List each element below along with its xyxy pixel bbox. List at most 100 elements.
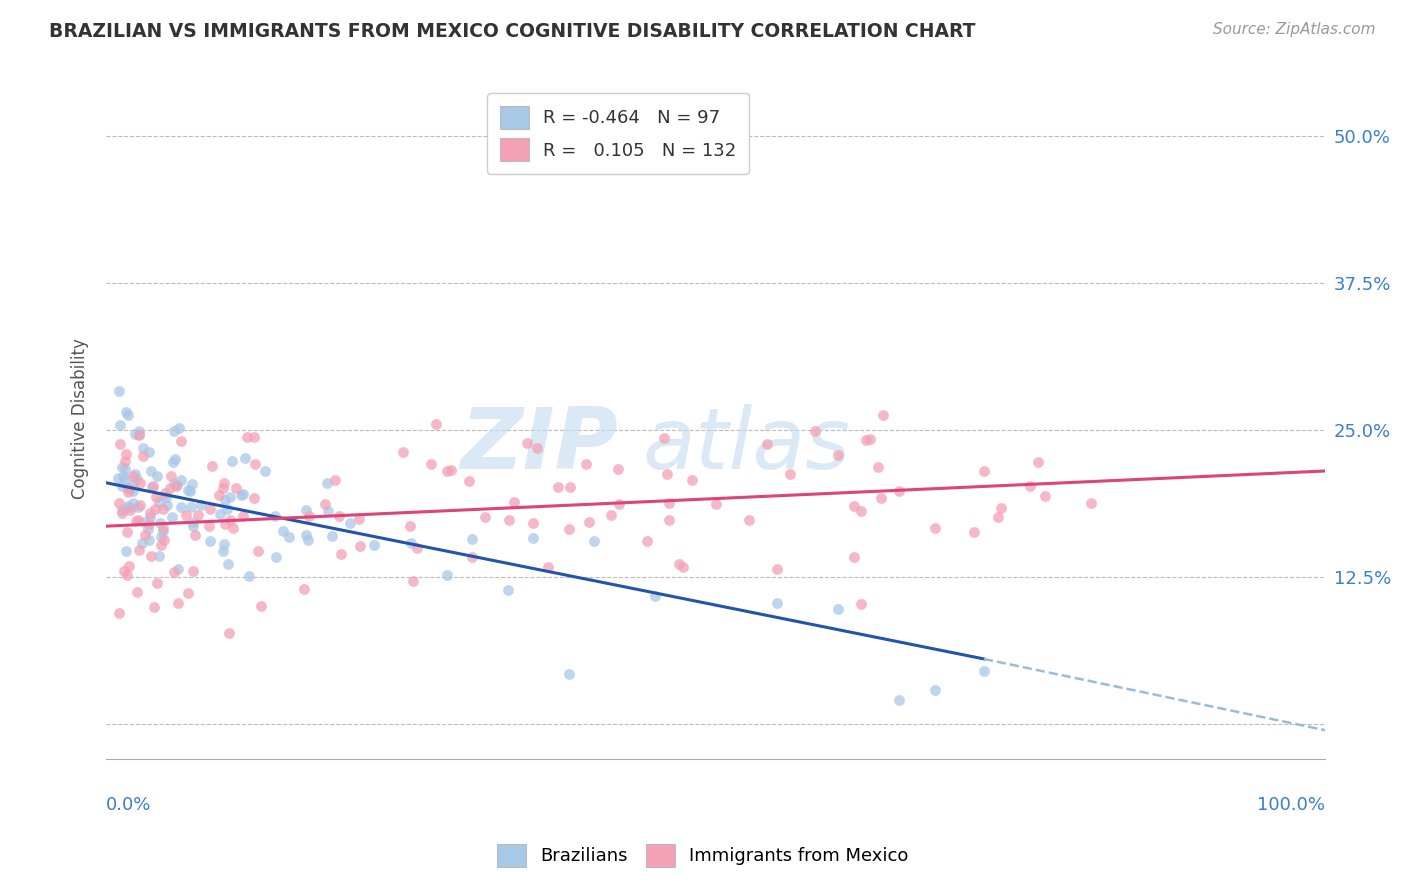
- Point: [218, 626, 240, 640]
- Text: ZIP: ZIP: [460, 404, 619, 487]
- Point: [214, 492, 236, 507]
- Point: [963, 525, 986, 540]
- Point: [242, 430, 264, 444]
- Point: [136, 522, 159, 536]
- Point: [339, 516, 361, 530]
- Point: [174, 508, 197, 523]
- Point: [425, 417, 447, 431]
- Point: [851, 597, 873, 611]
- Point: [474, 509, 496, 524]
- Point: [402, 574, 425, 589]
- Point: [461, 532, 484, 546]
- Point: [125, 515, 148, 529]
- Point: [162, 455, 184, 469]
- Point: [146, 469, 169, 483]
- Point: [125, 472, 148, 486]
- Point: [217, 501, 239, 516]
- Point: [128, 428, 150, 442]
- Point: [111, 478, 134, 492]
- Point: [115, 525, 138, 540]
- Point: [176, 586, 198, 600]
- Point: [502, 495, 524, 509]
- Point: [163, 565, 186, 579]
- Point: [225, 481, 247, 495]
- Point: [138, 509, 160, 524]
- Point: [582, 534, 605, 549]
- Point: [110, 437, 132, 451]
- Point: [166, 596, 188, 610]
- Point: [107, 471, 129, 485]
- Point: [143, 599, 166, 614]
- Point: [128, 426, 150, 441]
- Point: [399, 519, 422, 533]
- Point: [211, 481, 233, 495]
- Point: [120, 482, 142, 496]
- Point: [232, 509, 254, 524]
- Point: [558, 667, 581, 681]
- Point: [297, 533, 319, 547]
- Point: [498, 583, 520, 598]
- Point: [214, 536, 236, 550]
- Point: [183, 518, 205, 533]
- Point: [156, 498, 179, 512]
- Point: [644, 589, 666, 603]
- Point: [121, 478, 143, 492]
- Point: [201, 459, 224, 474]
- Point: [214, 517, 236, 532]
- Point: [170, 434, 193, 449]
- Point: [117, 481, 139, 495]
- Point: [132, 442, 155, 456]
- Point: [866, 460, 889, 475]
- Point: [139, 506, 162, 520]
- Point: [138, 445, 160, 459]
- Point: [243, 457, 266, 471]
- Point: [111, 503, 134, 517]
- Point: [990, 500, 1012, 515]
- Point: [859, 433, 882, 447]
- Point: [986, 510, 1008, 524]
- Point: [132, 516, 155, 530]
- Point: [672, 560, 695, 574]
- Point: [149, 530, 172, 544]
- Point: [181, 564, 204, 578]
- Point: [181, 515, 204, 529]
- Point: [141, 464, 163, 478]
- Point: [607, 462, 630, 476]
- Legend: R = -0.464   N = 97, R =   0.105   N = 132: R = -0.464 N = 97, R = 0.105 N = 132: [486, 94, 749, 174]
- Text: 100.0%: 100.0%: [1257, 797, 1326, 814]
- Point: [294, 528, 316, 542]
- Point: [160, 509, 183, 524]
- Point: [399, 535, 422, 549]
- Point: [208, 487, 231, 501]
- Point: [547, 479, 569, 493]
- Point: [872, 408, 894, 422]
- Point: [558, 522, 581, 536]
- Point: [122, 484, 145, 499]
- Point: [658, 513, 681, 527]
- Point: [149, 538, 172, 552]
- Point: [658, 495, 681, 509]
- Point: [114, 462, 136, 476]
- Point: [363, 538, 385, 552]
- Point: [141, 479, 163, 493]
- Point: [842, 550, 865, 565]
- Point: [134, 527, 156, 541]
- Point: [177, 483, 200, 497]
- Point: [887, 483, 910, 498]
- Point: [115, 446, 138, 460]
- Point: [803, 424, 825, 438]
- Text: Source: ZipAtlas.com: Source: ZipAtlas.com: [1212, 22, 1375, 37]
- Point: [122, 495, 145, 509]
- Point: [117, 499, 139, 513]
- Point: [1033, 489, 1056, 503]
- Point: [924, 521, 946, 535]
- Point: [329, 547, 352, 561]
- Point: [498, 513, 520, 527]
- Point: [180, 477, 202, 491]
- Point: [117, 568, 139, 582]
- Point: [198, 534, 221, 549]
- Point: [1026, 454, 1049, 468]
- Point: [198, 502, 221, 516]
- Point: [235, 430, 257, 444]
- Point: [440, 463, 463, 477]
